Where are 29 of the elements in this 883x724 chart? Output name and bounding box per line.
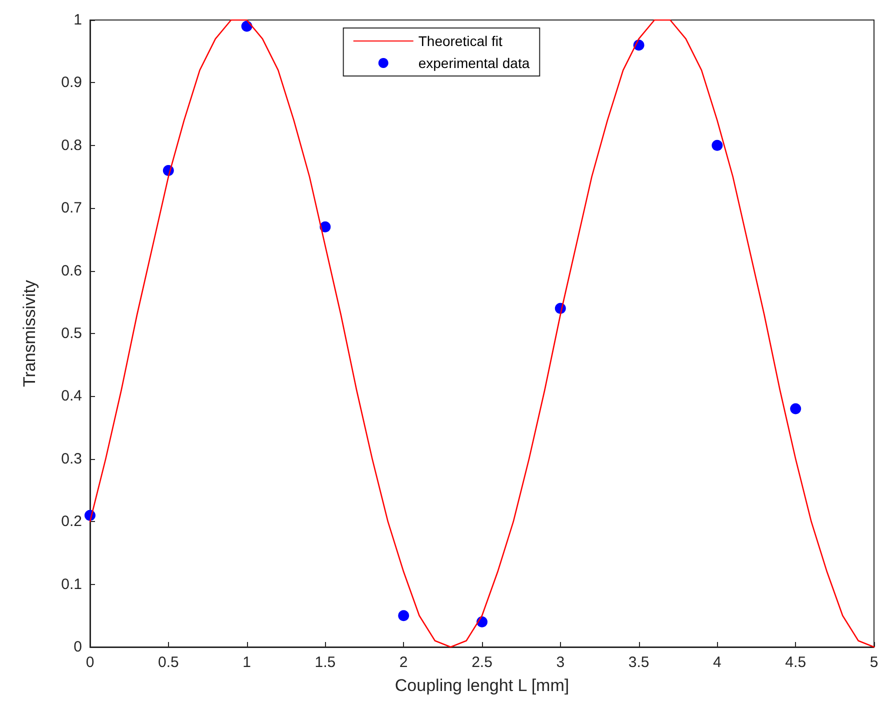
y-tick-label: 0: [74, 638, 82, 656]
y-tick-label: 0.3: [61, 450, 82, 468]
y-tick-label: 0.9: [61, 74, 82, 92]
y-tick-label: 0.7: [61, 200, 82, 217]
x-tick-label: 3: [556, 654, 565, 671]
x-tick-label: 3.5: [628, 654, 650, 671]
y-tick-label: 0.4: [61, 388, 82, 405]
y-tick-label: 0.1: [61, 576, 82, 593]
y-axis-title: Transmissivity: [20, 279, 39, 388]
legend-label: experimental data: [418, 55, 530, 71]
point: [790, 403, 802, 414]
point: [712, 140, 723, 151]
x-tick-label: 0.5: [158, 654, 179, 671]
x-tick-label: 1.5: [314, 654, 336, 671]
x-tick-label: 4: [713, 654, 722, 671]
point: [398, 610, 410, 622]
y-tick-label: 0.2: [61, 513, 82, 530]
x-tick-label: 5: [870, 654, 878, 671]
y-tick-label: 0.5: [61, 325, 82, 342]
y-tick-label: 0.8: [61, 136, 82, 154]
x-tick-label: 0: [86, 654, 94, 671]
x-axis-title: Coupling lenght L [mm]: [394, 676, 570, 695]
y-tick-label: 0.6: [61, 262, 82, 280]
x-tick-label: 4.5: [785, 654, 806, 671]
y-tick-label: 1: [74, 12, 82, 28]
x-tick-label: 2.5: [472, 654, 492, 671]
legend-label: Theoretical fit: [418, 33, 502, 49]
x-tick-label: 2: [399, 654, 408, 671]
x-tick-label: 1: [242, 654, 251, 671]
